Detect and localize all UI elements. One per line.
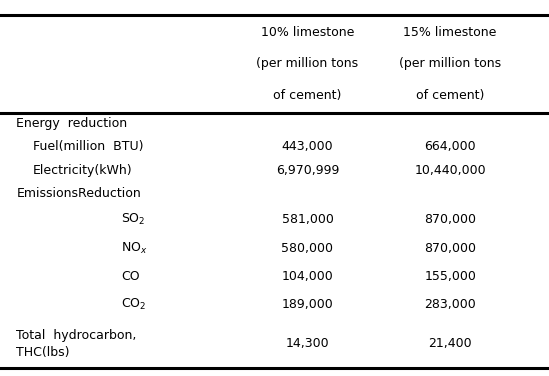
- Text: SO$_2$: SO$_2$: [121, 212, 145, 227]
- Text: 10% limestone: 10% limestone: [261, 26, 354, 39]
- Text: 155,000: 155,000: [424, 270, 476, 283]
- Text: 443,000: 443,000: [282, 140, 333, 153]
- Text: 10,440,000: 10,440,000: [414, 164, 486, 177]
- Text: NO$_x$: NO$_x$: [121, 241, 147, 256]
- Text: of cement): of cement): [273, 89, 341, 102]
- Text: 189,000: 189,000: [282, 298, 333, 311]
- Text: Fuel(million  BTU): Fuel(million BTU): [33, 140, 143, 153]
- Text: 581,000: 581,000: [282, 212, 333, 226]
- Text: 664,000: 664,000: [424, 140, 476, 153]
- Text: Total  hydrocarbon,: Total hydrocarbon,: [16, 329, 137, 342]
- Text: 21,400: 21,400: [428, 337, 472, 350]
- Text: 870,000: 870,000: [424, 242, 476, 255]
- Text: (per million tons: (per million tons: [256, 58, 358, 70]
- Text: 283,000: 283,000: [424, 298, 476, 311]
- Text: EmissionsReduction: EmissionsReduction: [16, 186, 141, 200]
- Text: Electricity(kWh): Electricity(kWh): [33, 164, 132, 177]
- Text: CO: CO: [121, 270, 139, 283]
- Text: 14,300: 14,300: [285, 337, 329, 350]
- Text: of cement): of cement): [416, 89, 484, 102]
- Text: 870,000: 870,000: [424, 212, 476, 226]
- Text: CO$_2$: CO$_2$: [121, 297, 146, 312]
- Text: 15% limestone: 15% limestone: [404, 26, 497, 39]
- Text: (per million tons: (per million tons: [399, 58, 501, 70]
- Text: 6,970,999: 6,970,999: [276, 164, 339, 177]
- Text: 104,000: 104,000: [282, 270, 333, 283]
- Text: Energy  reduction: Energy reduction: [16, 117, 127, 130]
- Text: 580,000: 580,000: [282, 242, 333, 255]
- Text: THC(lbs): THC(lbs): [16, 346, 70, 359]
